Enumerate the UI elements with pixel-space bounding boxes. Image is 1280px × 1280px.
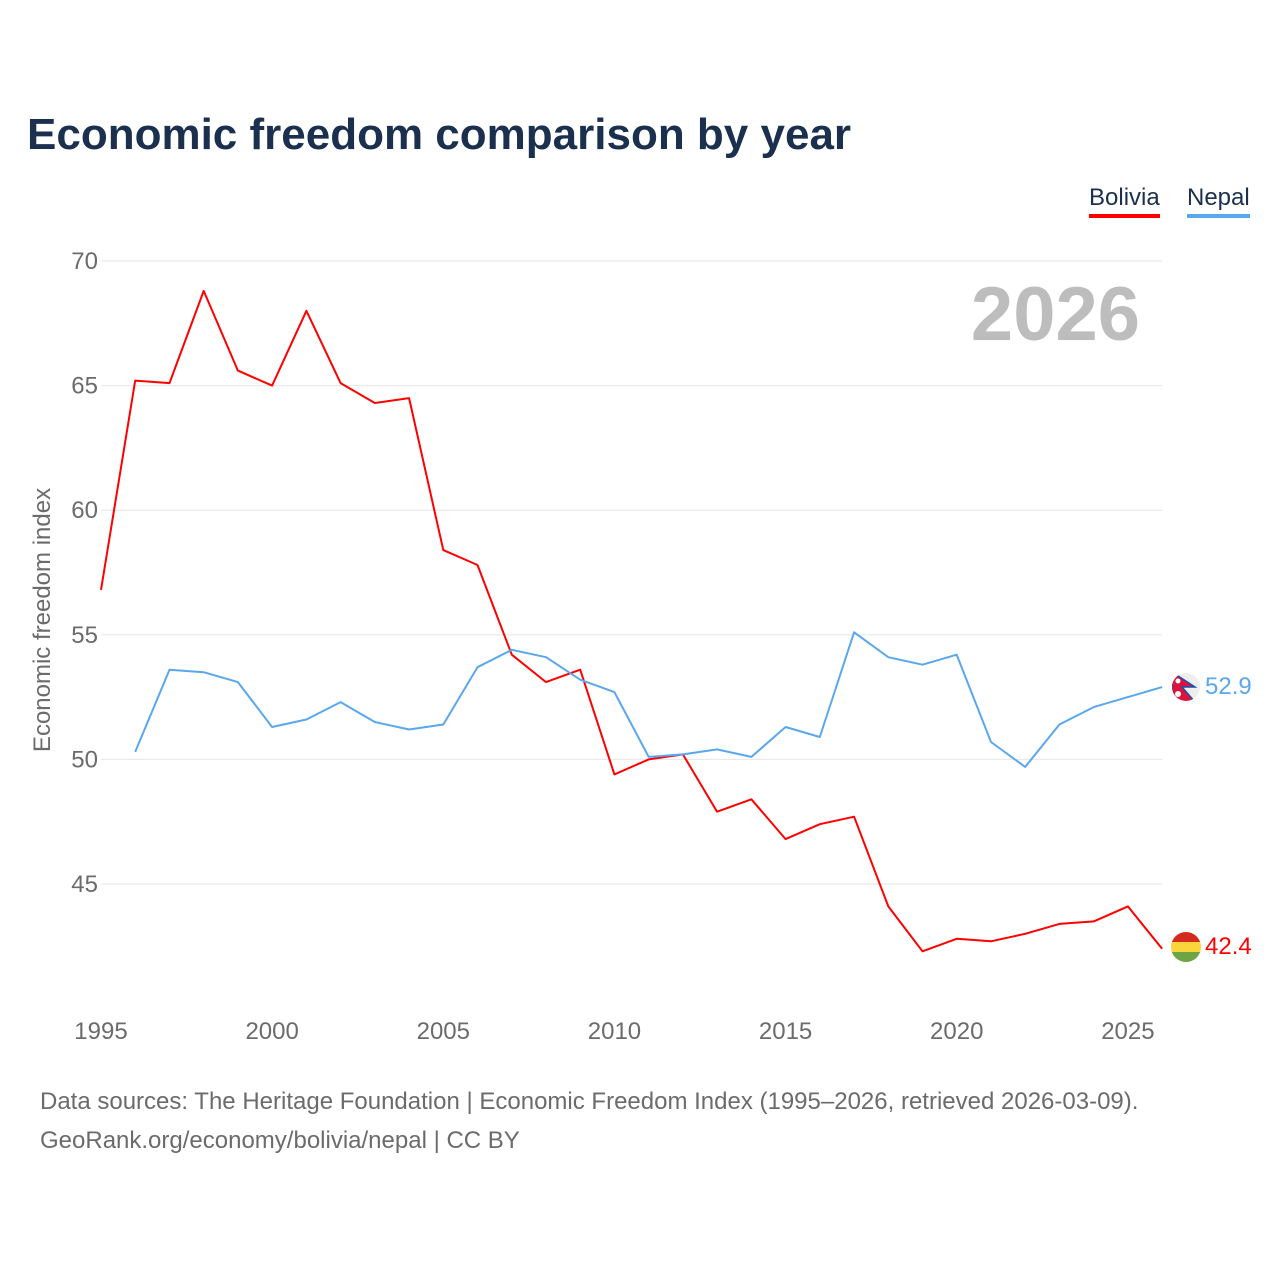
nepal-end-label: 52.9 xyxy=(1205,673,1252,700)
chart-title: Economic freedom comparison by year xyxy=(27,110,852,159)
bolivia-flag-icon xyxy=(1171,932,1201,962)
x-tick-label: 1995 xyxy=(74,1018,127,1045)
data-point-nepal xyxy=(132,749,138,755)
data-point-bolivia xyxy=(406,395,412,401)
data-point-bolivia xyxy=(543,679,549,685)
y-axis-label: Economic freedom index xyxy=(29,488,56,752)
data-point-nepal xyxy=(303,717,309,723)
data-point-nepal xyxy=(440,722,446,728)
y-tick-label: 60 xyxy=(71,497,98,524)
y-tick-label: 65 xyxy=(71,373,98,400)
data-point-nepal xyxy=(475,664,481,670)
data-point-bolivia xyxy=(201,288,207,294)
data-point-bolivia xyxy=(611,771,617,777)
data-point-nepal xyxy=(714,746,720,752)
nepal-flag-icon xyxy=(1172,673,1200,701)
data-point-nepal xyxy=(509,647,515,653)
data-point-bolivia xyxy=(1091,918,1097,924)
data-point-nepal xyxy=(543,654,549,660)
data-point-bolivia xyxy=(269,383,275,389)
legend-bolivia[interactable]: Bolivia xyxy=(1089,184,1160,218)
data-point-nepal xyxy=(988,739,994,745)
series-line-bolivia xyxy=(100,289,1163,953)
data-point-nepal xyxy=(783,724,789,730)
bolivia-end-label: 42.4 xyxy=(1205,933,1252,960)
data-point-bolivia xyxy=(817,821,823,827)
data-point-nepal xyxy=(817,734,823,740)
data-point-bolivia xyxy=(851,814,857,820)
data-point-nepal xyxy=(201,669,207,675)
year-watermark: 2026 xyxy=(971,272,1140,357)
data-point-nepal xyxy=(646,754,652,760)
x-tick-label: 2005 xyxy=(417,1018,470,1045)
x-tick-label: 2020 xyxy=(930,1018,983,1045)
data-point-nepal xyxy=(1091,704,1097,710)
y-tick-label: 70 xyxy=(71,248,98,275)
data-point-bolivia xyxy=(748,796,754,802)
data-point-nepal xyxy=(1125,694,1131,700)
data-point-bolivia xyxy=(577,667,583,673)
data-point-nepal xyxy=(372,719,378,725)
x-tick-label: 2015 xyxy=(759,1018,812,1045)
data-point-bolivia xyxy=(1056,921,1062,927)
data-point-bolivia xyxy=(440,547,446,553)
data-point-nepal xyxy=(577,677,583,683)
data-point-nepal xyxy=(954,652,960,658)
data-point-bolivia xyxy=(372,400,378,406)
data-point-nepal xyxy=(1159,684,1165,690)
data-point-nepal xyxy=(1056,722,1062,728)
footer-link[interactable]: GeoRank.org/economy/bolivia/nepal | CC B… xyxy=(40,1127,520,1154)
y-tick-label: 55 xyxy=(71,622,98,649)
data-point-nepal xyxy=(748,754,754,760)
data-point-bolivia xyxy=(475,562,481,568)
data-point-nepal xyxy=(885,654,891,660)
data-point-bolivia xyxy=(166,380,172,386)
legend-nepal[interactable]: Nepal xyxy=(1187,184,1250,218)
data-point-nepal xyxy=(269,724,275,730)
x-tick-label: 2025 xyxy=(1101,1018,1154,1045)
data-point-bolivia xyxy=(783,836,789,842)
data-point-nepal xyxy=(338,699,344,705)
data-point-nepal xyxy=(1022,764,1028,770)
data-point-bolivia xyxy=(714,809,720,815)
data-point-bolivia xyxy=(235,368,241,374)
x-tick-label: 2010 xyxy=(588,1018,641,1045)
data-point-nepal xyxy=(235,679,241,685)
series-line-nepal xyxy=(134,631,1163,768)
y-tick-label: 45 xyxy=(71,871,98,898)
data-point-bolivia xyxy=(98,587,104,593)
data-point-bolivia xyxy=(303,308,309,314)
data-point-bolivia xyxy=(132,378,138,384)
line-chart: 70 65 60 55 50 45 1995 2000 2005 2010 2015 2020 2025… xyxy=(29,248,1252,1045)
y-tick-label: 50 xyxy=(71,746,98,773)
footer-sources: Data sources: The Heritage Foundation | … xyxy=(40,1088,1139,1115)
data-point-nepal xyxy=(166,667,172,673)
x-tick-label: 2000 xyxy=(245,1018,298,1045)
data-point-bolivia xyxy=(1022,931,1028,937)
data-point-nepal xyxy=(611,689,617,695)
data-point-nepal xyxy=(920,662,926,668)
data-point-nepal xyxy=(851,629,857,635)
data-point-bolivia xyxy=(885,903,891,909)
data-point-bolivia xyxy=(954,936,960,942)
data-point-nepal xyxy=(406,726,412,732)
data-point-bolivia xyxy=(1125,903,1131,909)
data-point-bolivia xyxy=(1159,946,1165,952)
data-point-bolivia xyxy=(920,948,926,954)
data-point-nepal xyxy=(680,751,686,757)
data-point-bolivia xyxy=(338,380,344,386)
data-point-bolivia xyxy=(988,938,994,944)
